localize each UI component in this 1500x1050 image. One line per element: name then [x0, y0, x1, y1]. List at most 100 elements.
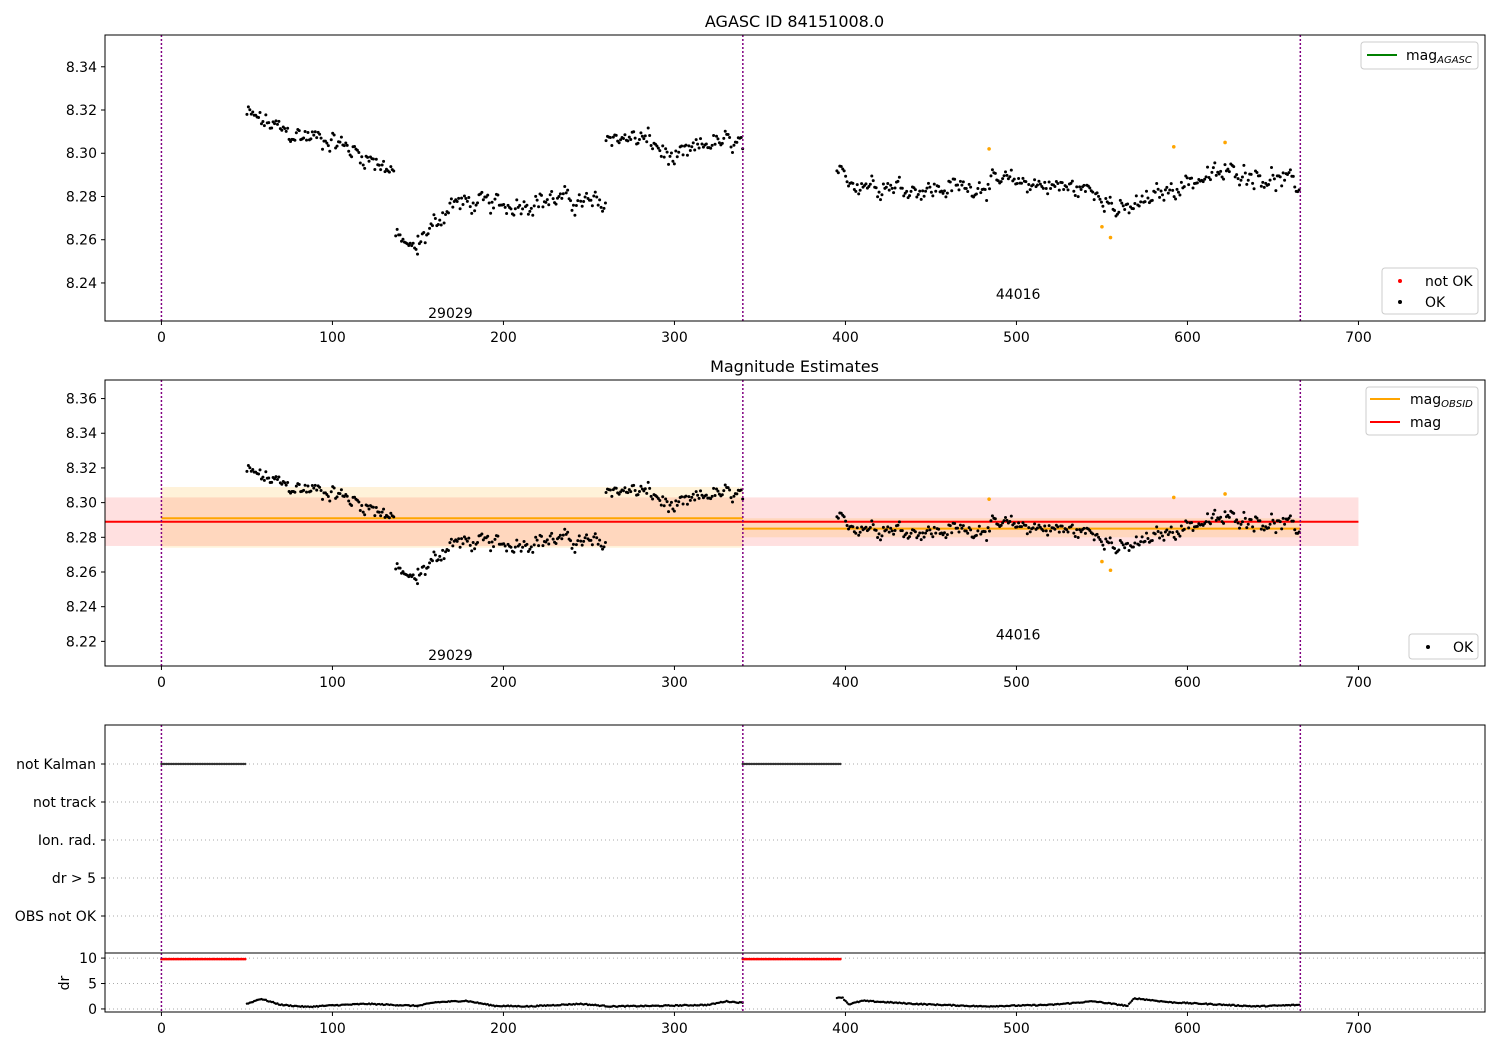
data-point-ok: [944, 536, 948, 540]
data-point-ok: [858, 530, 862, 534]
data-point-ok: [948, 180, 952, 184]
data-point-ok: [958, 179, 962, 183]
flag-marker: [201, 762, 204, 766]
data-point-ok: [1175, 530, 1179, 534]
data-point-ok: [680, 144, 684, 148]
data-point-ok: [1073, 535, 1077, 539]
data-point-ok: [585, 533, 589, 537]
data-point-ok: [1102, 547, 1106, 551]
data-point-ok: [1280, 527, 1284, 531]
data-point-ok: [986, 182, 990, 186]
data-point-ok: [599, 544, 603, 548]
data-point-ok: [896, 179, 900, 183]
x-tick-label: 100: [319, 1021, 346, 1037]
data-point-ok: [248, 108, 252, 112]
data-point-ok: [659, 503, 663, 507]
data-point-ok: [1288, 514, 1292, 518]
x-tick-label: 0: [157, 675, 166, 691]
data-point-ok: [1073, 194, 1077, 198]
data-point-ok: [860, 525, 864, 529]
data-point-ok: [1099, 200, 1103, 204]
data-point-ok: [261, 475, 265, 479]
data-point-ok: [432, 213, 436, 217]
data-point-ok: [1001, 521, 1005, 525]
magnitude-lines: [105, 517, 1359, 530]
data-point-ok: [1075, 528, 1079, 532]
dr-axis-label: dr: [57, 975, 73, 990]
observation-boundaries: [160, 725, 1302, 953]
flag-marker: [184, 762, 187, 766]
data-point-ok: [636, 141, 640, 145]
data-point-ok: [558, 192, 562, 196]
data-point-ok: [438, 218, 442, 222]
flag-marker: [830, 762, 833, 766]
data-point-ok: [1121, 543, 1125, 547]
data-point-ok: [566, 188, 570, 192]
data-point-ok: [358, 161, 362, 165]
data-point-ok: [723, 129, 727, 133]
data-point-ok: [919, 197, 923, 201]
data-point-ok: [639, 131, 643, 135]
data-point-highlight: [1223, 140, 1227, 145]
data-point-ok: [373, 514, 377, 518]
data-point-ok: [655, 144, 659, 148]
data-point-ok: [611, 135, 615, 139]
data-point-ok: [922, 535, 926, 539]
data-point-ok: [486, 534, 490, 538]
data-point-ok: [730, 151, 734, 155]
data-point-ok: [277, 475, 281, 479]
data-point-ok: [426, 565, 430, 569]
data-point-ok: [884, 185, 888, 189]
data-point-ok: [633, 136, 637, 140]
data-point-ok: [312, 486, 316, 490]
data-point-ok: [637, 137, 641, 141]
data-point-ok: [1291, 174, 1295, 178]
observation-boundaries: [160, 953, 1302, 1012]
data-point-ok: [574, 543, 578, 547]
data-point-ok: [1095, 532, 1099, 536]
data-point-ok: [352, 145, 356, 149]
data-point-ok: [1178, 534, 1182, 538]
flag-row-label: dr > 5: [52, 871, 96, 887]
flag-marker: [780, 762, 784, 766]
legend-agasc: magAGASC: [1360, 41, 1479, 70]
data-point-ok: [691, 492, 695, 496]
data-point-ok: [257, 116, 261, 120]
data-point-ok: [659, 154, 663, 158]
data-point-ok: [286, 126, 290, 130]
data-point-ok: [493, 197, 497, 201]
data-point-ok: [1076, 535, 1080, 539]
data-point-ok: [444, 550, 448, 554]
data-point-ok: [455, 199, 459, 203]
flag-marker: [792, 762, 796, 766]
flag-marker: [191, 762, 194, 766]
x-axis-ticks: 0 100 200 300 400 500 600 700: [157, 666, 1372, 691]
data-point-ok: [1220, 175, 1224, 179]
data-point-ok: [1110, 541, 1114, 545]
data-point-ok: [1041, 186, 1045, 190]
data-point-ok: [470, 211, 474, 215]
y-tick-label: 0: [88, 1002, 97, 1018]
data-point-ok: [1123, 546, 1127, 550]
data-point-ok: [537, 205, 541, 209]
dr-point-flagged: [243, 957, 247, 961]
data-point-ok: [590, 204, 594, 208]
data-point-ok: [1065, 185, 1069, 189]
data-point-ok: [1222, 177, 1226, 181]
data-point-ok: [876, 535, 880, 539]
data-point-ok: [1293, 185, 1297, 189]
data-point-ok: [699, 489, 703, 493]
data-point-ok: [672, 162, 676, 166]
data-point-ok: [1120, 201, 1124, 205]
data-point-ok: [851, 525, 855, 529]
data-point-ok: [551, 197, 555, 201]
data-point-ok: [658, 149, 662, 153]
data-point-ok: [315, 136, 319, 140]
data-point-ok: [519, 212, 523, 216]
data-point-ok: [720, 141, 724, 145]
data-point-ok: [986, 526, 990, 530]
data-point-ok: [512, 213, 516, 217]
data-point-ok: [245, 112, 249, 116]
data-point-ok: [363, 513, 367, 517]
